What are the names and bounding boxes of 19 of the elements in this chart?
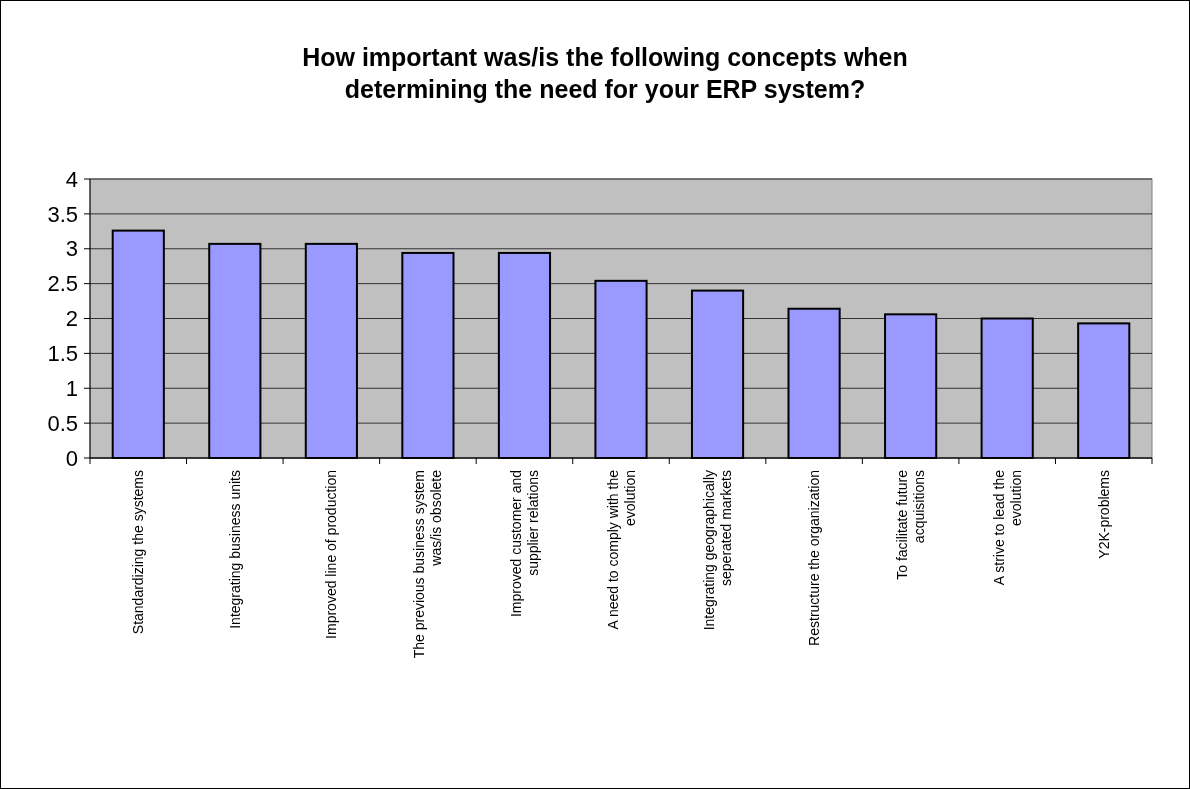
x-tick-label: Integrating business units [226, 470, 243, 629]
y-tick-label: 2.5 [47, 271, 78, 297]
x-tick-label: Standardizing the systems [130, 470, 147, 635]
y-tick-label: 0 [65, 445, 78, 471]
x-tick-label: To facilitate future acquisitions [894, 469, 928, 580]
y-tick-label: 3 [65, 236, 78, 262]
x-tick-label: Improved line of production [323, 470, 340, 639]
x-tick-label: A need to comply with the evolution [604, 469, 638, 630]
y-tick-label: 1.5 [47, 341, 78, 367]
y-tick-label: 0.5 [47, 410, 78, 436]
y-tick-label: 4 [65, 166, 78, 192]
x-tick-label: Restructure the organization [806, 470, 823, 646]
y-tick-label: 1 [65, 375, 78, 401]
x-tick-label: Y2K-problems [1095, 470, 1112, 559]
y-tick-label: 3.5 [47, 201, 78, 227]
x-tick-label: A strive to lead the evolution [990, 469, 1024, 586]
x-tick-label: The previous business system was/is obsolete [411, 469, 445, 659]
y-tick-label: 2 [65, 306, 78, 332]
chart-title: How important was/is the following concepts when determining the need for your ERP system? [302, 43, 908, 103]
